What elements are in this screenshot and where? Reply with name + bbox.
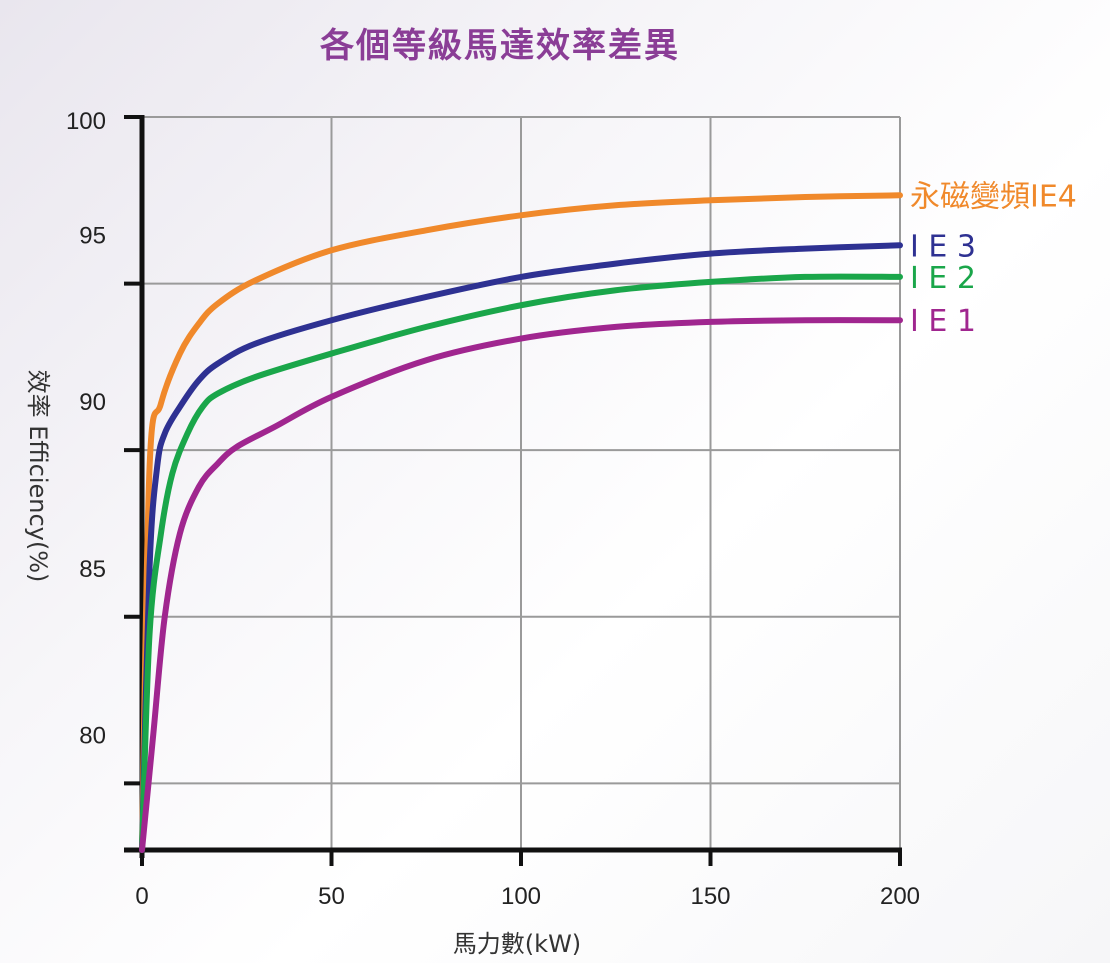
chart-title: 各個等級馬達效率差異	[320, 26, 680, 66]
series-line-3	[139, 273, 903, 853]
x-tick-label: 50	[318, 883, 345, 910]
series-line-4	[139, 317, 903, 853]
y-tick-label: 100	[66, 108, 106, 135]
y-tick-label: 90	[79, 389, 106, 416]
series-label-2: I E 3	[910, 229, 976, 264]
series-line-1	[139, 192, 903, 853]
series-lines	[139, 192, 903, 853]
x-tick-label: 200	[880, 883, 920, 910]
x-tick-label: 150	[690, 883, 730, 910]
y-axis-title: 效率 Efficiency(%)	[24, 370, 52, 583]
series-label-3: I E 2	[910, 261, 976, 296]
y-tick-label: 80	[79, 722, 106, 749]
series-label-4: I E 1	[910, 304, 976, 339]
tick-labels: 80 85 90 95 100 0 50 100 150 200	[66, 108, 920, 910]
x-tick-label: 100	[501, 883, 541, 910]
grid-lines	[142, 116, 901, 850]
x-tick-label: 0	[135, 883, 148, 910]
y-tick-label: 85	[79, 556, 106, 583]
series-line-2	[139, 242, 903, 853]
x-axis-title: 馬力數(kW)	[453, 930, 581, 958]
series-label-1: 永磁變頻IE4	[910, 179, 1077, 214]
axes	[124, 115, 902, 866]
y-tick-label: 95	[79, 223, 106, 250]
series-labels: 永磁變頻IE4 I E 3I E 2 I E 1	[910, 179, 1077, 339]
